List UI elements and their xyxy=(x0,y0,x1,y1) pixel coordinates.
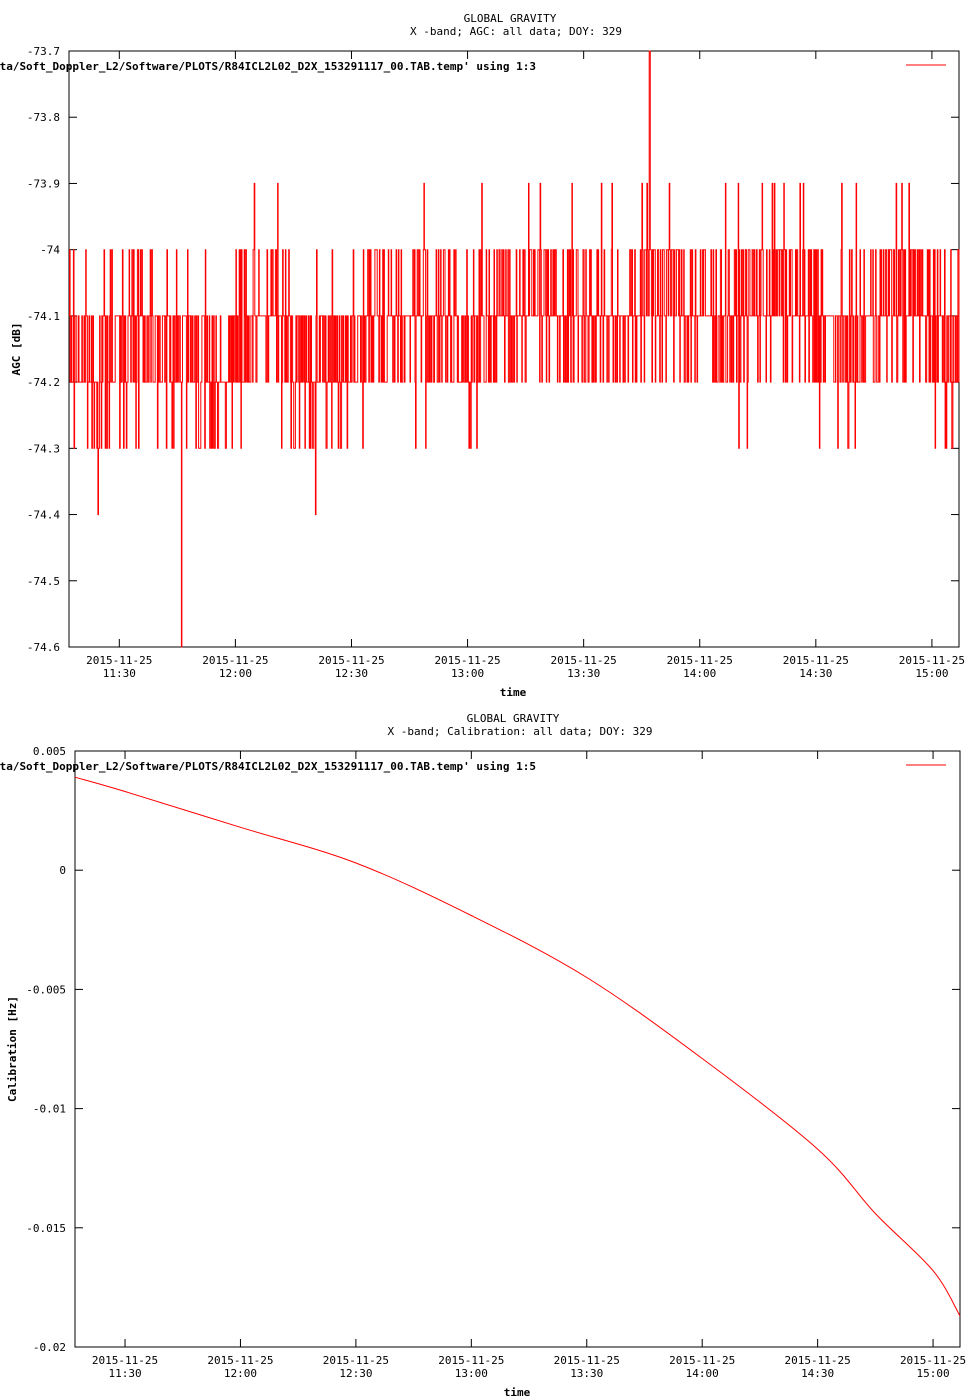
agc-y-tick-label: -74 xyxy=(40,244,60,257)
calibration-y-axis-label: Calibration [Hz] xyxy=(6,996,19,1102)
agc-x-tick-date: 2015-11-25 xyxy=(667,654,733,667)
agc-y-axis-label: AGC [dB] xyxy=(10,323,23,376)
agc-x-tick-time: 13:00 xyxy=(451,667,484,680)
calibration-x-ticks: 2015-11-2511:302015-11-2512:002015-11-25… xyxy=(92,751,966,1380)
agc-x-tick-date: 2015-11-25 xyxy=(318,654,384,667)
calibration-y-ticks: 0.005 0 -0.005 -0.01 -0.015 -0.02 xyxy=(26,745,960,1354)
calibration-x-tick-date: 2015-11-25 xyxy=(785,1354,851,1367)
calibration-x-tick-date: 2015-11-25 xyxy=(92,1354,158,1367)
agc-x-tick-date: 2015-11-25 xyxy=(202,654,268,667)
agc-y-tick-label: -73.9 xyxy=(27,177,60,190)
calibration-x-tick-time: 14:30 xyxy=(801,1367,834,1380)
calibration-x-tick-time: 15:00 xyxy=(917,1367,950,1380)
agc-y-tick-label: -74.3 xyxy=(27,442,60,455)
agc-y-tick-label: -74.6 xyxy=(27,641,60,654)
calibration-x-tick-time: 11:30 xyxy=(108,1367,141,1380)
calibration-plot-frame xyxy=(74,750,961,1348)
agc-x-axis-label: time xyxy=(500,686,527,699)
calibration-y-tick-label: -0.005 xyxy=(26,983,66,996)
agc-x-tick-date: 2015-11-25 xyxy=(551,654,617,667)
calibration-x-tick-time: 13:00 xyxy=(455,1367,488,1380)
calibration-x-axis-label: time xyxy=(504,1386,531,1399)
agc-y-tick-label: -74.5 xyxy=(27,575,60,588)
agc-x-ticks: 2015-11-2511:302015-11-2512:002015-11-25… xyxy=(86,51,965,680)
agc-x-tick-time: 11:30 xyxy=(103,667,136,680)
calibration-series xyxy=(74,776,961,1317)
agc-x-tick-time: 12:30 xyxy=(335,667,368,680)
agc-y-tick-label: -74.4 xyxy=(27,509,60,522)
agc-y-tick-label: -74.2 xyxy=(27,376,60,389)
calibration-x-tick-date: 2015-11-25 xyxy=(669,1354,735,1367)
agc-chart-subtitle: X -band; AGC: all data; DOY: 329 xyxy=(410,25,622,38)
calibration-x-tick-date: 2015-11-25 xyxy=(438,1354,504,1367)
calibration-x-tick-time: 12:30 xyxy=(339,1367,372,1380)
calibration-x-tick-date: 2015-11-25 xyxy=(900,1354,966,1367)
agc-x-tick-time: 13:30 xyxy=(567,667,600,680)
agc-x-tick-time: 14:00 xyxy=(683,667,716,680)
calibration-y-tick-label: 0 xyxy=(59,864,66,877)
agc-x-tick-date: 2015-11-25 xyxy=(899,654,965,667)
agc-y-tick-label: -73.7 xyxy=(27,45,60,58)
calibration-legend-label: 'Z:/ddswork/process_data/Soft_Doppler_L2… xyxy=(0,760,536,773)
agc-legend-label: 'Z:/ddswork/process_data/Soft_Doppler_L2… xyxy=(0,60,536,73)
agc-x-tick-date: 2015-11-25 xyxy=(86,654,152,667)
agc-x-tick-time: 12:00 xyxy=(219,667,252,680)
calibration-x-tick-date: 2015-11-25 xyxy=(554,1354,620,1367)
calibration-chart-title: GLOBAL GRAVITY xyxy=(467,712,560,725)
calibration-x-tick-time: 13:30 xyxy=(570,1367,603,1380)
calibration-x-tick-time: 12:00 xyxy=(224,1367,257,1380)
agc-series xyxy=(69,50,960,648)
agc-x-tick-time: 14:30 xyxy=(799,667,832,680)
agc-x-tick-date: 2015-11-25 xyxy=(434,654,500,667)
agc-y-tick-label: -73.8 xyxy=(27,111,60,124)
calibration-y-tick-label: -0.02 xyxy=(33,1341,66,1354)
agc-x-tick-date: 2015-11-25 xyxy=(783,654,849,667)
agc-chart: GLOBAL GRAVITY X -band; AGC: all data; D… xyxy=(0,12,965,699)
agc-x-tick-time: 15:00 xyxy=(915,667,948,680)
calibration-series-line xyxy=(74,776,961,1317)
agc-series-line xyxy=(69,50,960,648)
calibration-y-tick-label: 0.005 xyxy=(33,745,66,758)
agc-chart-title: GLOBAL GRAVITY xyxy=(464,12,557,25)
calibration-x-tick-time: 14:00 xyxy=(686,1367,719,1380)
calibration-x-tick-date: 2015-11-25 xyxy=(207,1354,273,1367)
calibration-y-tick-label: -0.015 xyxy=(26,1222,66,1235)
calibration-y-tick-label: -0.01 xyxy=(33,1103,66,1116)
calibration-chart-subtitle: X -band; Calibration: all data; DOY: 329 xyxy=(388,725,653,738)
agc-y-tick-label: -74.1 xyxy=(27,310,60,323)
calibration-x-tick-date: 2015-11-25 xyxy=(323,1354,389,1367)
calibration-chart: GLOBAL GRAVITY X -band; Calibration: all… xyxy=(0,712,966,1399)
